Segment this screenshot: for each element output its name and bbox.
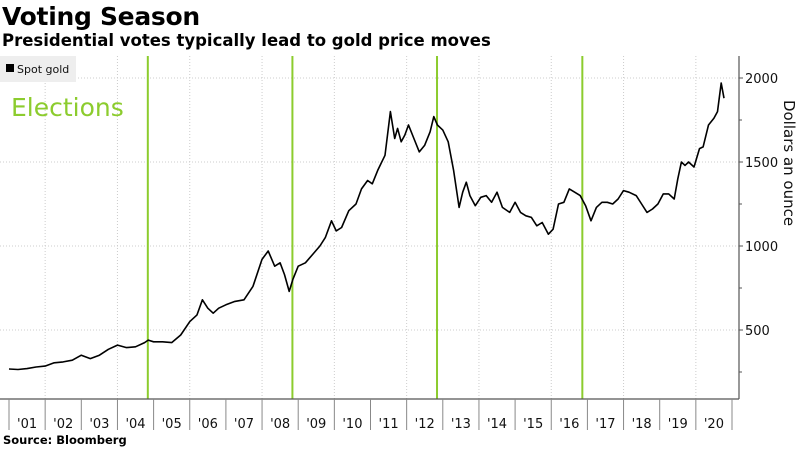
y-tick-label: 2000: [745, 72, 778, 87]
elections-annotation: Elections: [11, 93, 124, 122]
grid-lines: [0, 56, 739, 399]
series-line-spot-gold: [8, 82, 725, 371]
x-tick-label: '18: [632, 417, 652, 432]
source-note: Source: Bloomberg: [3, 433, 127, 447]
x-tick-label: '08: [270, 417, 290, 432]
x-tick-label: '11: [379, 417, 399, 432]
x-tick-label: '06: [198, 417, 218, 432]
x-tick-label: '09: [306, 417, 326, 432]
y-axis-ticks: 500 1000 1500 2000: [739, 72, 778, 373]
legend-swatch-spot-gold: [6, 64, 14, 72]
chart-title: Voting Season: [2, 2, 200, 31]
x-tick-label: '15: [523, 417, 543, 432]
x-tick-label: '16: [559, 417, 579, 432]
x-axis-ticks: '01 '02 '03 '04 '05 '06 '07 '08 '09 '10 '11 '12 '13 '…: [8, 399, 733, 432]
y-tick-label: 500: [745, 324, 770, 339]
legend-label-spot-gold: Spot gold: [17, 63, 69, 76]
x-tick-label: '12: [415, 417, 435, 432]
x-tick-label: '10: [342, 417, 362, 432]
x-tick-label: '04: [125, 417, 145, 432]
legend: Spot gold: [0, 56, 76, 82]
x-tick-label: '02: [53, 417, 73, 432]
x-tick-label: '17: [595, 417, 615, 432]
election-lines: [146, 56, 584, 399]
x-tick-label: '13: [451, 417, 471, 432]
axes: [0, 56, 740, 400]
y-tick-label: 1000: [745, 240, 778, 255]
x-tick-label: '03: [89, 417, 109, 432]
x-tick-label: '20: [704, 417, 724, 432]
y-tick-label: 1500: [745, 156, 778, 171]
x-tick-label: '05: [162, 417, 182, 432]
chart-subtitle: Presidential votes typically lead to gol…: [2, 31, 491, 50]
x-tick-label: '01: [17, 417, 37, 432]
y-axis-label: Dollars an ounce: [780, 100, 798, 226]
x-tick-label: '07: [234, 417, 254, 432]
x-tick-label: '19: [668, 417, 688, 432]
x-tick-label: '14: [487, 417, 507, 432]
